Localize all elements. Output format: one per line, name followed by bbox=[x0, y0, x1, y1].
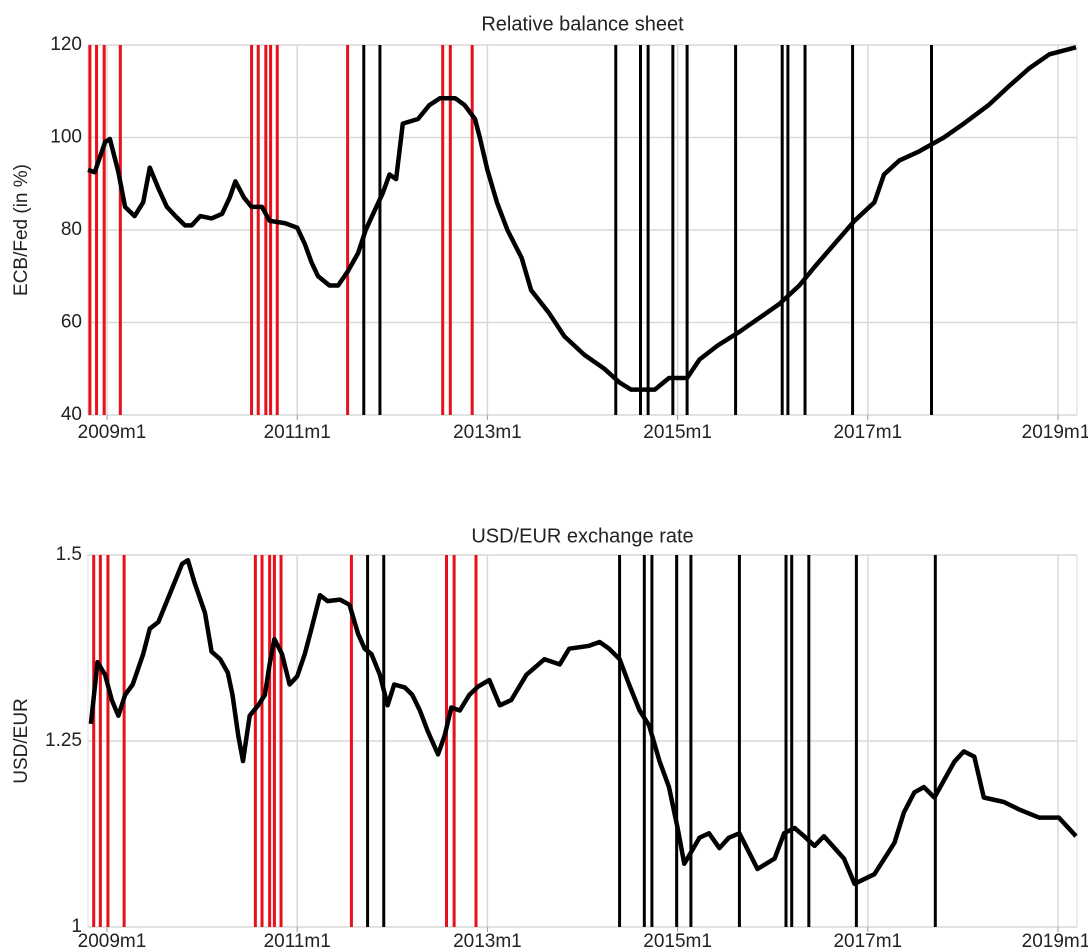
y-tick-label: 80 bbox=[61, 219, 82, 240]
chart-title: USD/EUR exchange rate bbox=[471, 525, 693, 547]
x-tick-label: 2009m1 bbox=[78, 931, 147, 951]
x-tick-label: 2013m1 bbox=[453, 931, 522, 951]
x-tick-label: 2015m1 bbox=[643, 931, 712, 951]
y-tick-label: 40 bbox=[61, 404, 82, 425]
x-tick-label: 2011m1 bbox=[264, 422, 331, 443]
x-tick-label: 2015m1 bbox=[643, 422, 712, 443]
x-tick-label: 2009m1 bbox=[78, 422, 147, 443]
data-line bbox=[88, 557, 1078, 887]
y-tick-label: 1.25 bbox=[45, 730, 82, 751]
y-axis-label: USD/EUR bbox=[11, 698, 32, 784]
y-tick-label: 1.5 bbox=[56, 544, 82, 565]
x-tick-label: 2019m1 bbox=[1022, 931, 1088, 951]
chart-title: Relative balance sheet bbox=[481, 13, 684, 35]
x-tick-label: 2013m1 bbox=[453, 422, 522, 443]
y-tick-label: 120 bbox=[50, 34, 82, 55]
data-line bbox=[87, 45, 1077, 392]
x-tick-label: 2017m1 bbox=[833, 422, 902, 443]
x-tick-label: 2017m1 bbox=[833, 931, 902, 951]
y-tick-label: 100 bbox=[50, 127, 82, 148]
y-tick-label: 1 bbox=[71, 916, 82, 937]
x-tick-label: 2019m1 bbox=[1022, 422, 1088, 443]
y-tick-label: 60 bbox=[61, 312, 82, 333]
x-tick-label: 2011m1 bbox=[264, 931, 331, 951]
y-axis-label: ECB/Fed (in %) bbox=[11, 164, 32, 296]
